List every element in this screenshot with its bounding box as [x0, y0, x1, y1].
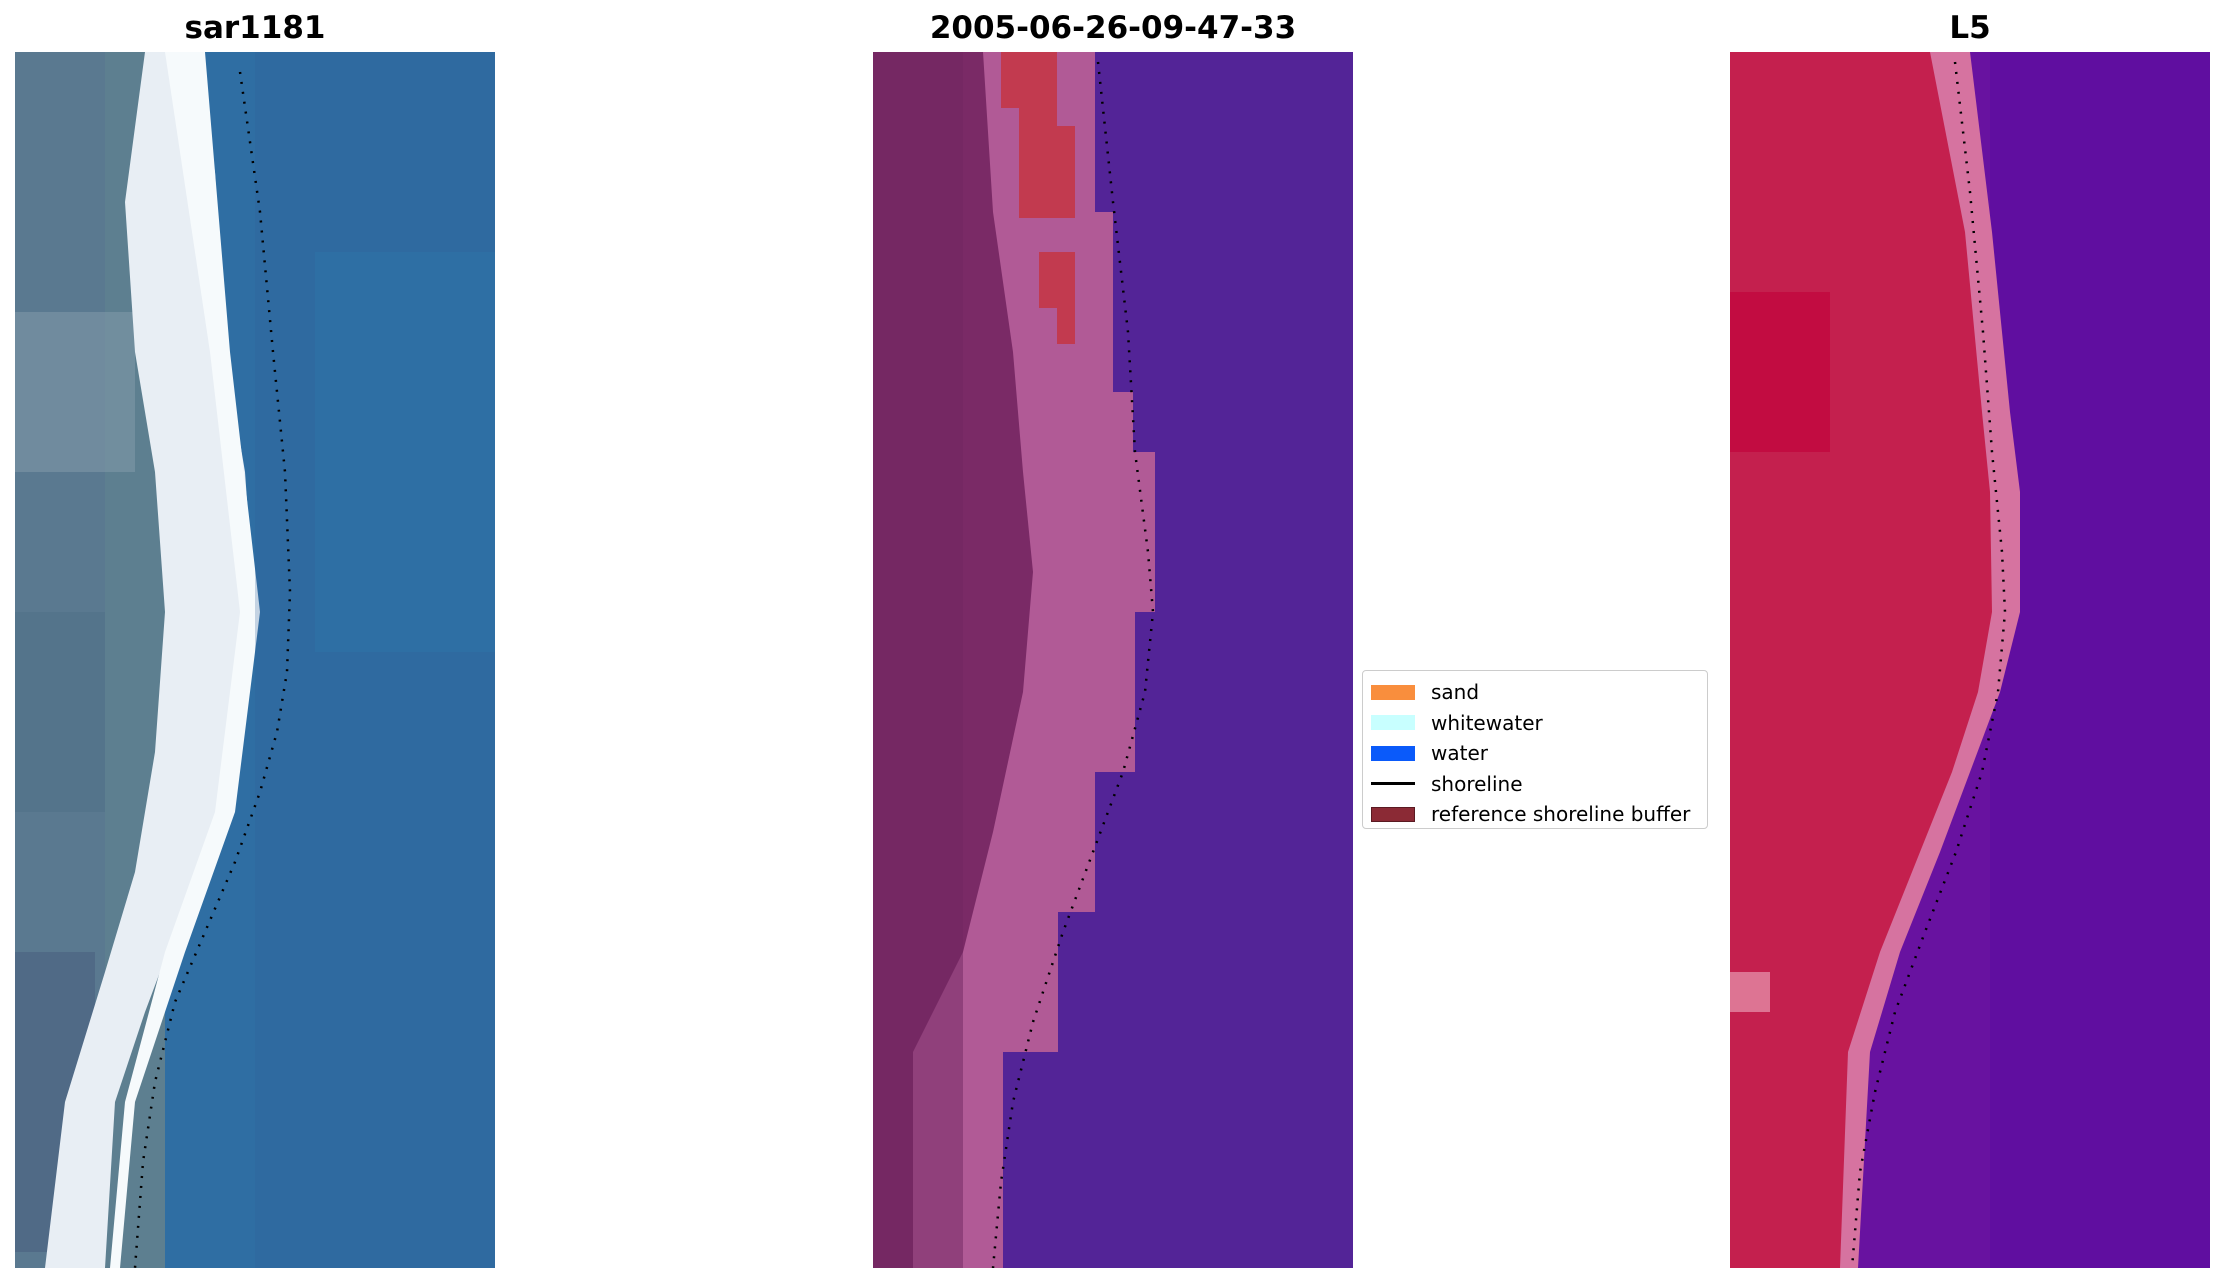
reference-buffer-swatch-icon	[1371, 806, 1415, 822]
legend-item-sand: sand	[1371, 677, 1697, 708]
legend-label: reference shoreline buffer	[1431, 802, 1691, 827]
index-image	[1730, 52, 2210, 1268]
legend: sand whitewater water shoreline referenc…	[1362, 670, 1708, 829]
rgb-image-panel	[15, 52, 495, 1268]
legend-label: whitewater	[1431, 710, 1543, 735]
panel-title-rgb: sar1181	[184, 10, 326, 46]
whitewater-swatch-icon	[1371, 715, 1415, 731]
classification-panel	[873, 52, 1353, 1268]
panel-title-index: L5	[1949, 10, 1991, 46]
shoreline-trace-index	[1850, 61, 2007, 1268]
classification-image	[873, 52, 1353, 1268]
water-swatch-icon	[1371, 745, 1415, 761]
sand-swatch-icon	[1371, 684, 1415, 700]
index-image-panel	[1730, 52, 2210, 1268]
legend-item-water: water	[1371, 738, 1697, 769]
legend-label: shoreline	[1431, 771, 1523, 796]
legend-label: water	[1431, 741, 1488, 766]
rgb-image	[15, 52, 495, 1268]
legend-label: sand	[1431, 680, 1480, 705]
shoreline-trace-rgb	[133, 71, 292, 1268]
shoreline-trace-classification	[991, 61, 1155, 1268]
legend-item-whitewater: whitewater	[1371, 708, 1697, 739]
panel-title-classification: 2005-06-26-09-47-33	[929, 10, 1297, 46]
shoreline-line-icon	[1371, 782, 1415, 786]
legend-item-reference-buffer: reference shoreline buffer	[1371, 799, 1697, 830]
legend-item-shoreline: shoreline	[1371, 769, 1697, 800]
